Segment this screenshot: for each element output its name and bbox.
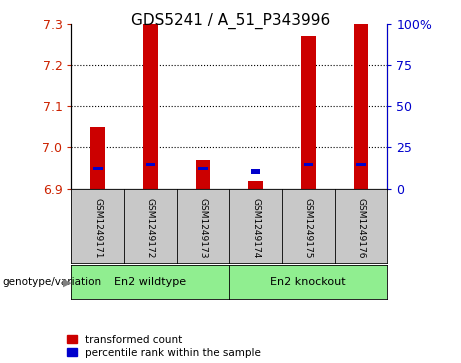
Text: En2 wildtype: En2 wildtype (114, 277, 186, 287)
Text: genotype/variation: genotype/variation (2, 277, 101, 287)
Text: GSM1249176: GSM1249176 (356, 198, 366, 258)
Bar (251, 170, 260, 174)
Text: GSM1249173: GSM1249173 (199, 198, 207, 258)
Bar (146, 163, 155, 166)
Legend: transformed count, percentile rank within the sample: transformed count, percentile rank withi… (67, 335, 261, 358)
Bar (90, 127, 105, 189)
Bar (248, 180, 263, 189)
Text: GSM1249174: GSM1249174 (251, 198, 260, 258)
Text: GDS5241 / A_51_P343996: GDS5241 / A_51_P343996 (131, 13, 330, 29)
Text: GSM1249175: GSM1249175 (304, 198, 313, 258)
Bar (301, 36, 316, 189)
Bar (195, 160, 210, 189)
Text: GSM1249171: GSM1249171 (93, 198, 102, 258)
Text: En2 knockout: En2 knockout (271, 277, 346, 287)
Bar (303, 163, 313, 166)
Bar (354, 24, 368, 189)
Text: ▶: ▶ (63, 277, 71, 287)
Text: GSM1249172: GSM1249172 (146, 198, 155, 258)
Bar (143, 24, 158, 189)
Bar (93, 167, 102, 170)
Bar (198, 167, 208, 170)
Bar (356, 163, 366, 166)
